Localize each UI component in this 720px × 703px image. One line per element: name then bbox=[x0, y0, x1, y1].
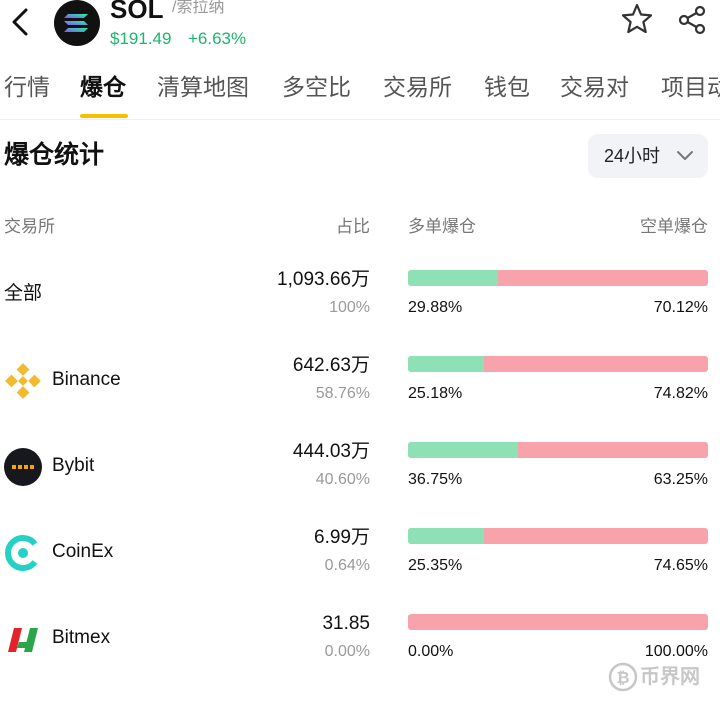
short-percent: 70.12% bbox=[653, 299, 708, 316]
tab-project[interactable]: 项目动 bbox=[661, 74, 720, 100]
section-title: 爆仓统计 bbox=[4, 141, 105, 169]
long-bar-fill bbox=[408, 442, 519, 458]
long-percent: 0.00% bbox=[408, 643, 454, 660]
short-percent: 63.25% bbox=[653, 471, 708, 488]
long-percent: 29.88% bbox=[408, 299, 463, 316]
share-percent: 40.60% bbox=[315, 471, 370, 488]
period-dropdown[interactable]: 24小时 bbox=[588, 134, 708, 178]
tab-liquidation-map[interactable]: 清算地图 bbox=[157, 74, 249, 100]
long-short-bar bbox=[408, 356, 708, 372]
liquidation-amount: 31.85 bbox=[322, 613, 370, 634]
tab-long-short-ratio[interactable]: 多空比 bbox=[282, 74, 351, 100]
period-label: 24小时 bbox=[604, 146, 661, 166]
binance-logo-icon bbox=[5, 363, 41, 399]
share-percent: 0.00% bbox=[324, 643, 370, 660]
tab-bar: 行情 爆仓 清算地图 多空比 交易所 钱包 交易对 项目动 bbox=[0, 66, 720, 120]
exchange-name: CoinEx bbox=[52, 541, 114, 562]
share-percent: 100% bbox=[329, 299, 370, 316]
star-icon[interactable] bbox=[620, 2, 654, 36]
exchange-name: Bybit bbox=[52, 455, 95, 476]
watermark-logo: ₿ 币界网 bbox=[604, 660, 716, 696]
tab-trading-pairs[interactable]: 交易对 bbox=[560, 74, 629, 100]
table-row[interactable]: 全部 1,093.66万 100% 29.88% 70.12% bbox=[0, 262, 720, 348]
long-percent: 25.18% bbox=[408, 385, 463, 402]
long-short-bar bbox=[408, 270, 708, 286]
coin-price: $191.49 bbox=[110, 29, 172, 48]
bybit-logo-icon bbox=[4, 448, 42, 486]
exchange-name: 全部 bbox=[4, 283, 43, 304]
table-row[interactable]: Bitmex 31.85 0.00% 0.00% 100.00% bbox=[0, 606, 720, 692]
coin-symbol: SOL bbox=[110, 0, 164, 24]
liquidation-amount: 1,093.66万 bbox=[277, 269, 370, 290]
long-bar-fill bbox=[408, 356, 484, 372]
exchange-name: Binance bbox=[52, 369, 121, 390]
tab-exchanges[interactable]: 交易所 bbox=[383, 74, 452, 100]
long-short-bar bbox=[408, 528, 708, 544]
table-row[interactable]: CoinEx 6.99万 0.64% 25.35% 74.65% bbox=[0, 520, 720, 606]
coin-header: SOL /索拉纳 $191.49 +6.63% bbox=[0, 0, 720, 56]
table-row[interactable]: Bybit 444.03万 40.60% 36.75% 63.25% bbox=[0, 434, 720, 520]
short-percent: 100.00% bbox=[644, 643, 708, 660]
solana-logo-icon bbox=[54, 0, 100, 46]
long-percent: 36.75% bbox=[408, 471, 463, 488]
watermark-text: 币界网 bbox=[640, 666, 700, 688]
liquidation-amount: 6.99万 bbox=[314, 527, 370, 548]
bitmex-logo-icon bbox=[8, 628, 38, 652]
svg-text:₿: ₿ bbox=[616, 669, 629, 687]
long-short-bar bbox=[408, 614, 708, 630]
short-percent: 74.82% bbox=[653, 385, 708, 402]
active-tab-indicator bbox=[80, 114, 128, 118]
bitcoin-coin-icon: ₿ bbox=[608, 662, 638, 692]
col-header-short: 空单爆仓 bbox=[640, 217, 708, 236]
coinex-logo-icon bbox=[5, 535, 38, 571]
col-header-exchange: 交易所 bbox=[4, 217, 55, 236]
tab-market[interactable]: 行情 bbox=[4, 74, 50, 100]
back-icon[interactable] bbox=[6, 6, 34, 38]
liquidation-amount: 444.03万 bbox=[292, 441, 370, 462]
exchange-name: Bitmex bbox=[52, 627, 111, 648]
long-short-bar bbox=[408, 442, 708, 458]
col-header-share: 占比 bbox=[336, 217, 370, 236]
short-percent: 74.65% bbox=[653, 557, 708, 574]
share-icon[interactable] bbox=[676, 4, 708, 36]
share-percent: 58.76% bbox=[315, 385, 370, 402]
tab-wallet[interactable]: 钱包 bbox=[484, 74, 530, 100]
chevron-down-icon bbox=[677, 151, 693, 160]
share-percent: 0.64% bbox=[324, 557, 370, 574]
price-change: +6.63% bbox=[188, 29, 247, 48]
coin-name: /索拉纳 bbox=[172, 0, 225, 16]
liquidation-amount: 642.63万 bbox=[292, 355, 370, 376]
long-percent: 25.35% bbox=[408, 557, 463, 574]
col-header-long: 多单爆仓 bbox=[408, 217, 476, 236]
long-bar-fill bbox=[408, 528, 485, 544]
table-row[interactable]: Binance 642.63万 58.76% 25.18% 74.82% bbox=[0, 348, 720, 434]
tab-liquidation[interactable]: 爆仓 bbox=[80, 74, 126, 100]
long-bar-fill bbox=[408, 270, 498, 286]
